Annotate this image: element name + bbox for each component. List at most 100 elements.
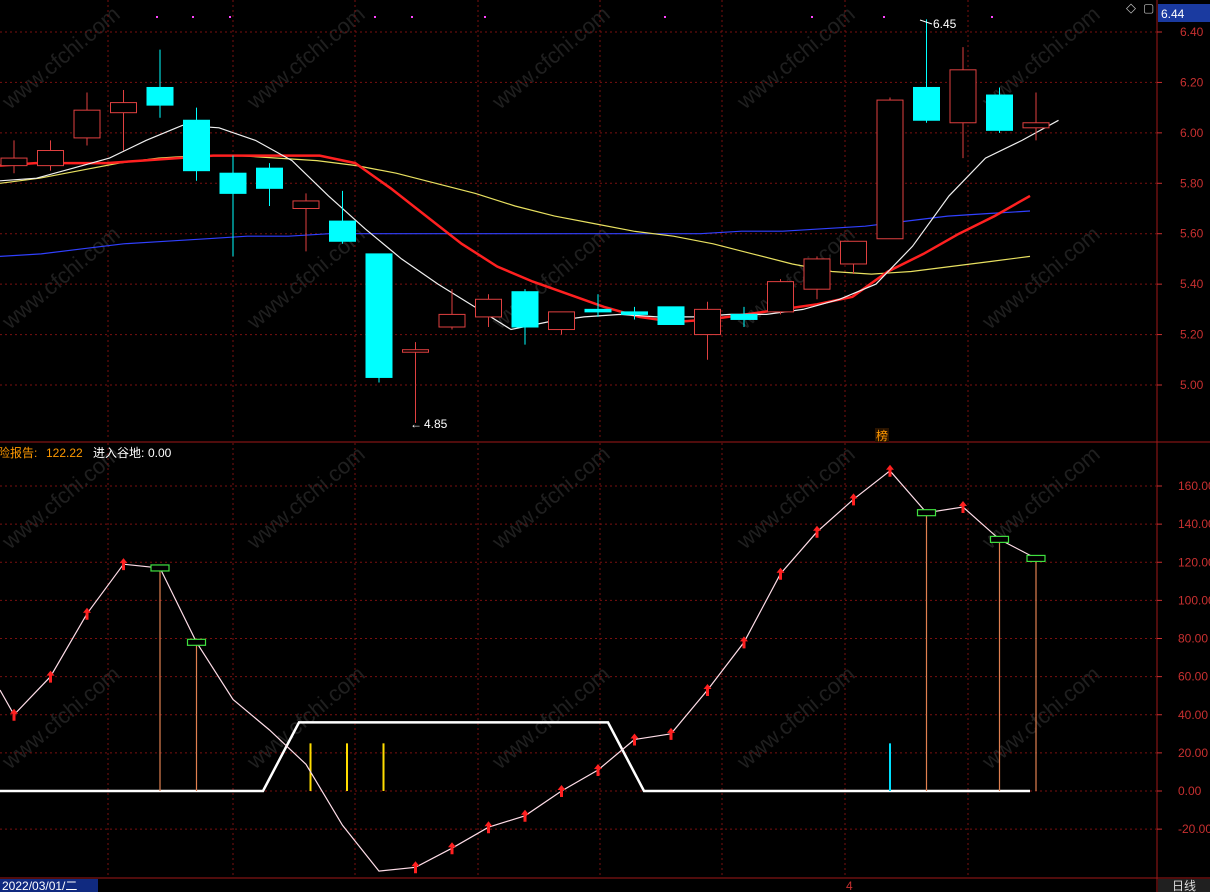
legend-risk-value: 122.22 (46, 446, 83, 460)
price-tick-label: 5.00 (1180, 378, 1204, 392)
ma10-line (0, 154, 1031, 324)
watermark-text: www.cfchi.com (241, 1, 369, 114)
top-dot (156, 16, 158, 18)
candle-up (803, 258, 831, 290)
up-arrow-marker (959, 500, 967, 513)
candlesticks (0, 19, 1050, 423)
legend-valley-value: 0.00 (148, 446, 172, 460)
price-tick-label: 5.40 (1180, 277, 1204, 291)
up-arrow-marker (813, 525, 821, 538)
diamond-icon[interactable]: ◇ (1126, 0, 1136, 15)
candle-up (73, 109, 101, 139)
watermark-text: www.cfchi.com (731, 441, 859, 554)
price-badge-bg (1158, 4, 1210, 22)
indicator-tick-label: 160.00 (1178, 479, 1210, 493)
up-arrow-marker (46, 670, 55, 683)
candle-down (621, 311, 648, 315)
up-arrow-marker (667, 727, 675, 740)
ma20-line (0, 155, 1031, 275)
top-dot (811, 16, 813, 18)
candle-up (37, 150, 64, 167)
indicator-tick-label: 100.00 (1178, 593, 1210, 607)
candle-down (219, 172, 247, 194)
watermark-text: www.cfchi.com (486, 661, 614, 774)
candle-up (402, 349, 429, 353)
month-marker: 4 (846, 879, 853, 892)
up-arrow-marker (484, 821, 493, 834)
watermark-text: www.cfchi.com (0, 221, 125, 334)
candle-down (657, 306, 685, 325)
ma60-line (0, 210, 1031, 257)
price-tick-label: 6.00 (1180, 126, 1204, 140)
price-grid (0, 0, 1157, 440)
price-tick-label: 6.40 (1180, 25, 1204, 39)
up-arrow-marker (849, 493, 858, 506)
up-arrow-marker (10, 708, 18, 721)
date-label: 2022/03/01/二 (2, 879, 77, 892)
indicator-tick-label: 80.00 (1178, 632, 1208, 646)
candle-down (584, 308, 612, 313)
box-marker (1026, 554, 1046, 563)
candle-down (329, 220, 356, 242)
box-marker (186, 638, 207, 646)
up-arrow-marker (557, 785, 566, 797)
period-label[interactable]: 日线 (1172, 879, 1196, 892)
top-dot (374, 16, 376, 18)
candle-up (876, 99, 904, 240)
watermark-text: www.cfchi.com (0, 1, 125, 114)
up-arrow-marker (776, 567, 785, 580)
top-dot-markers (156, 16, 993, 18)
indicator-tick-label: 140.00 (1178, 517, 1210, 531)
legend-valley-label: 进入谷地: (93, 446, 144, 460)
box-marker (989, 535, 1010, 543)
candle-up (840, 240, 867, 265)
rank-marker: 榜 (876, 428, 888, 443)
low-label: 4.85 (424, 417, 448, 431)
indicator-grid (0, 443, 1157, 877)
rank-marker-bg (875, 428, 889, 442)
top-dot (411, 16, 413, 18)
menu-icon[interactable]: ▢ (1143, 1, 1154, 15)
box-marker (150, 564, 170, 572)
price-tick-label: 5.80 (1180, 176, 1204, 190)
watermark-text: www.cfchi.com (486, 1, 614, 114)
top-dot (991, 16, 993, 18)
period-label-bg (1158, 879, 1210, 892)
high-arrow (919, 19, 933, 25)
top-dot (229, 16, 231, 18)
candle-up (110, 102, 137, 114)
watermark-text: www.cfchi.com (0, 661, 125, 774)
candle-up (292, 200, 320, 210)
indicator-tick-label: 20.00 (1178, 746, 1208, 760)
indicator-tick-label: 0.00 (1178, 784, 1202, 798)
indicator-tick-label: 40.00 (1178, 708, 1208, 722)
candle-up (1022, 122, 1050, 129)
up-arrow-marker (703, 683, 712, 696)
top-dot (484, 16, 486, 18)
up-arrow-marker (411, 861, 420, 874)
low-arrow: ← (410, 417, 422, 431)
candle-up (548, 311, 575, 331)
box-marker (916, 509, 937, 517)
up-arrow-marker (521, 809, 529, 822)
price-tick-label: 6.20 (1180, 75, 1204, 89)
watermark-text: www.cfchi.com (241, 661, 369, 774)
high-label: 6.45 (933, 17, 957, 31)
y-axis-ticks: 6.40 6.20 6.00 5.80 5.60 5.40 5.20 5.00 160.00 14… (1157, 25, 1210, 836)
candle-down (913, 86, 940, 121)
up-arrow-marker (594, 764, 602, 777)
up-arrow-marker (119, 558, 128, 571)
candle-up (0, 157, 28, 167)
price-badge: 6.44 (1161, 7, 1185, 21)
price-tick-label: 5.20 (1180, 328, 1204, 342)
candle-up (767, 281, 794, 313)
valley-trapezoid-line (0, 721, 1030, 793)
candle-down (365, 253, 393, 378)
top-dot (192, 16, 194, 18)
up-arrow-marker (83, 607, 91, 620)
watermark-text: www.cfchi.com (486, 441, 614, 554)
candle-up (475, 298, 502, 318)
indicator-tick-label: 120.00 (1178, 555, 1210, 569)
indicator-tick-label: -20.00 (1178, 822, 1210, 836)
